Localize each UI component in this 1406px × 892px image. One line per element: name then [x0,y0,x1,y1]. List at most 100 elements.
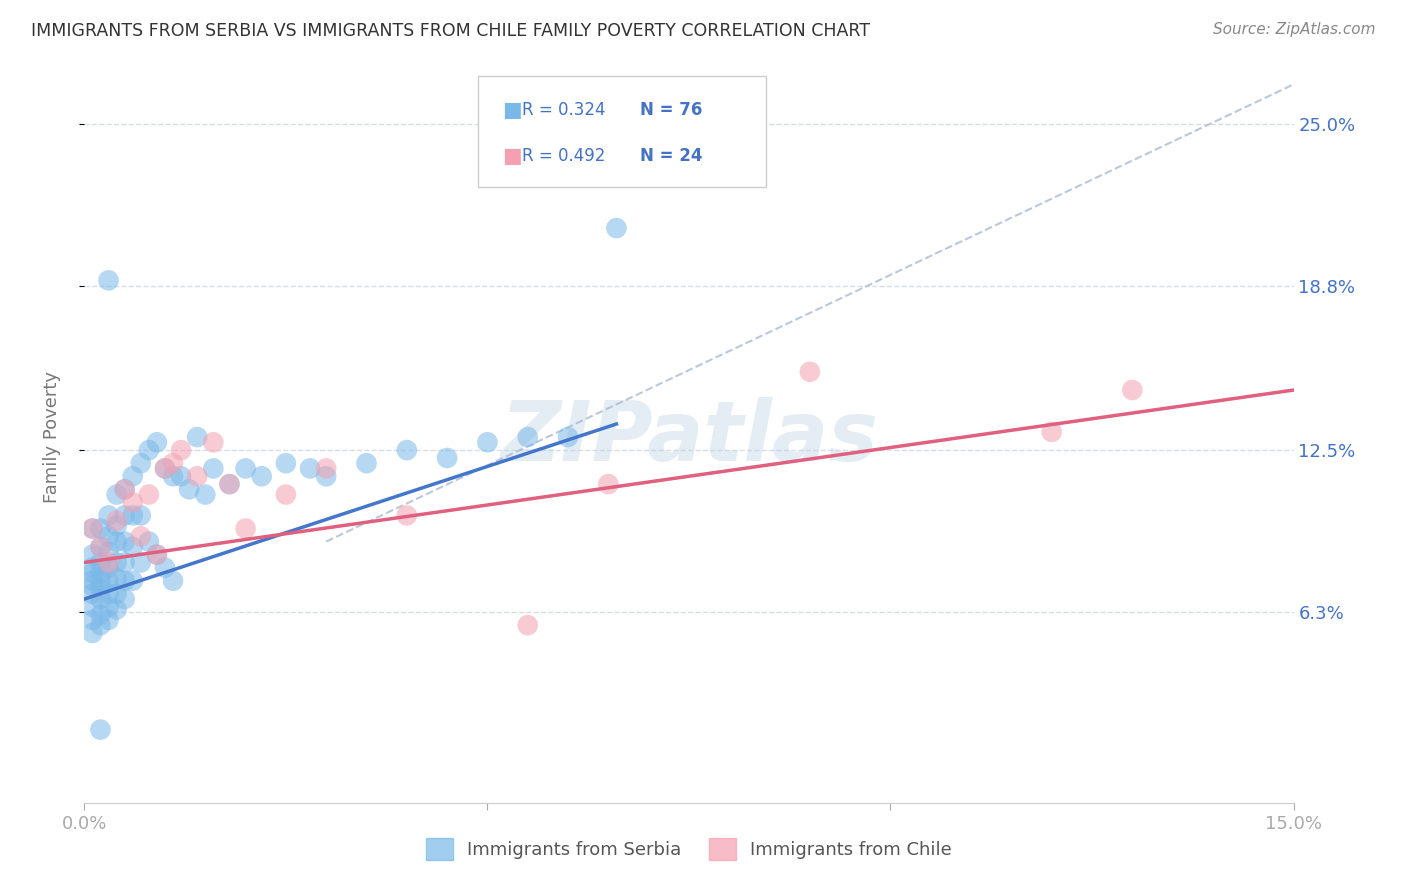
Point [114,483,136,497]
Point [89,574,111,588]
Point [153,560,176,574]
Point [162,456,184,470]
Point [121,469,143,483]
Point [114,534,136,549]
Point [235,521,257,535]
Point [477,435,499,450]
Point [114,574,136,588]
Point [138,534,160,549]
Point [250,469,273,483]
Point [1121,383,1143,397]
Text: N = 24: N = 24 [640,147,702,165]
Y-axis label: Family Poverty: Family Poverty [42,371,60,503]
Point [799,365,821,379]
Point [129,456,152,470]
Point [89,618,111,632]
Point [89,566,111,580]
Point [89,723,111,737]
Point [179,483,201,497]
Point [153,461,176,475]
Point [105,587,128,601]
Point [105,556,128,570]
Point [82,521,104,535]
Point [202,435,225,450]
Text: Source: ZipAtlas.com: Source: ZipAtlas.com [1212,22,1375,37]
Point [186,469,208,483]
Point [89,607,111,622]
Point [82,626,104,640]
Point [114,508,136,523]
Point [186,430,208,444]
Point [436,450,458,465]
Point [97,587,120,601]
Point [105,519,128,533]
Point [129,529,152,543]
Point [356,456,378,470]
Point [138,487,160,501]
Point [218,477,240,491]
Point [274,487,297,501]
Legend: Immigrants from Serbia, Immigrants from Chile: Immigrants from Serbia, Immigrants from … [419,830,959,867]
Point [395,443,418,458]
Point [105,571,128,585]
Point [1040,425,1063,439]
Point [97,574,120,588]
Point [89,556,111,570]
Point [129,508,152,523]
Point [105,602,128,616]
Point [129,556,152,570]
Point [105,514,128,528]
Point [202,461,225,475]
Point [170,443,193,458]
Point [97,545,120,559]
Text: ■: ■ [502,146,522,166]
Point [114,556,136,570]
Text: ■: ■ [502,100,522,120]
Point [194,487,217,501]
Point [105,487,128,501]
Point [97,613,120,627]
Point [97,529,120,543]
Point [274,456,297,470]
Point [121,540,143,554]
Point [82,574,104,588]
Point [114,483,136,497]
Text: R = 0.324: R = 0.324 [522,101,605,119]
Point [97,508,120,523]
Point [162,574,184,588]
Point [146,548,169,562]
Point [105,534,128,549]
Point [235,461,257,475]
Point [97,560,120,574]
Text: IMMIGRANTS FROM SERBIA VS IMMIGRANTS FROM CHILE FAMILY POVERTY CORRELATION CHART: IMMIGRANTS FROM SERBIA VS IMMIGRANTS FRO… [31,22,870,40]
Point [146,548,169,562]
Point [153,461,176,475]
Text: ZIPatlas: ZIPatlas [501,397,877,477]
Point [97,273,120,287]
Point [121,495,143,509]
Point [138,443,160,458]
Point [82,548,104,562]
Point [121,508,143,523]
Point [516,430,538,444]
Point [89,521,111,535]
Point [315,469,337,483]
Point [557,430,579,444]
Point [121,574,143,588]
Point [82,599,104,614]
Point [516,618,538,632]
Point [315,461,337,475]
Point [89,540,111,554]
Point [218,477,240,491]
Text: N = 76: N = 76 [640,101,702,119]
Point [146,435,169,450]
Point [395,508,418,523]
Point [82,613,104,627]
Point [97,556,120,570]
Point [162,469,184,483]
Point [114,592,136,607]
Point [89,582,111,596]
Point [82,579,104,593]
Point [82,587,104,601]
Point [598,477,620,491]
